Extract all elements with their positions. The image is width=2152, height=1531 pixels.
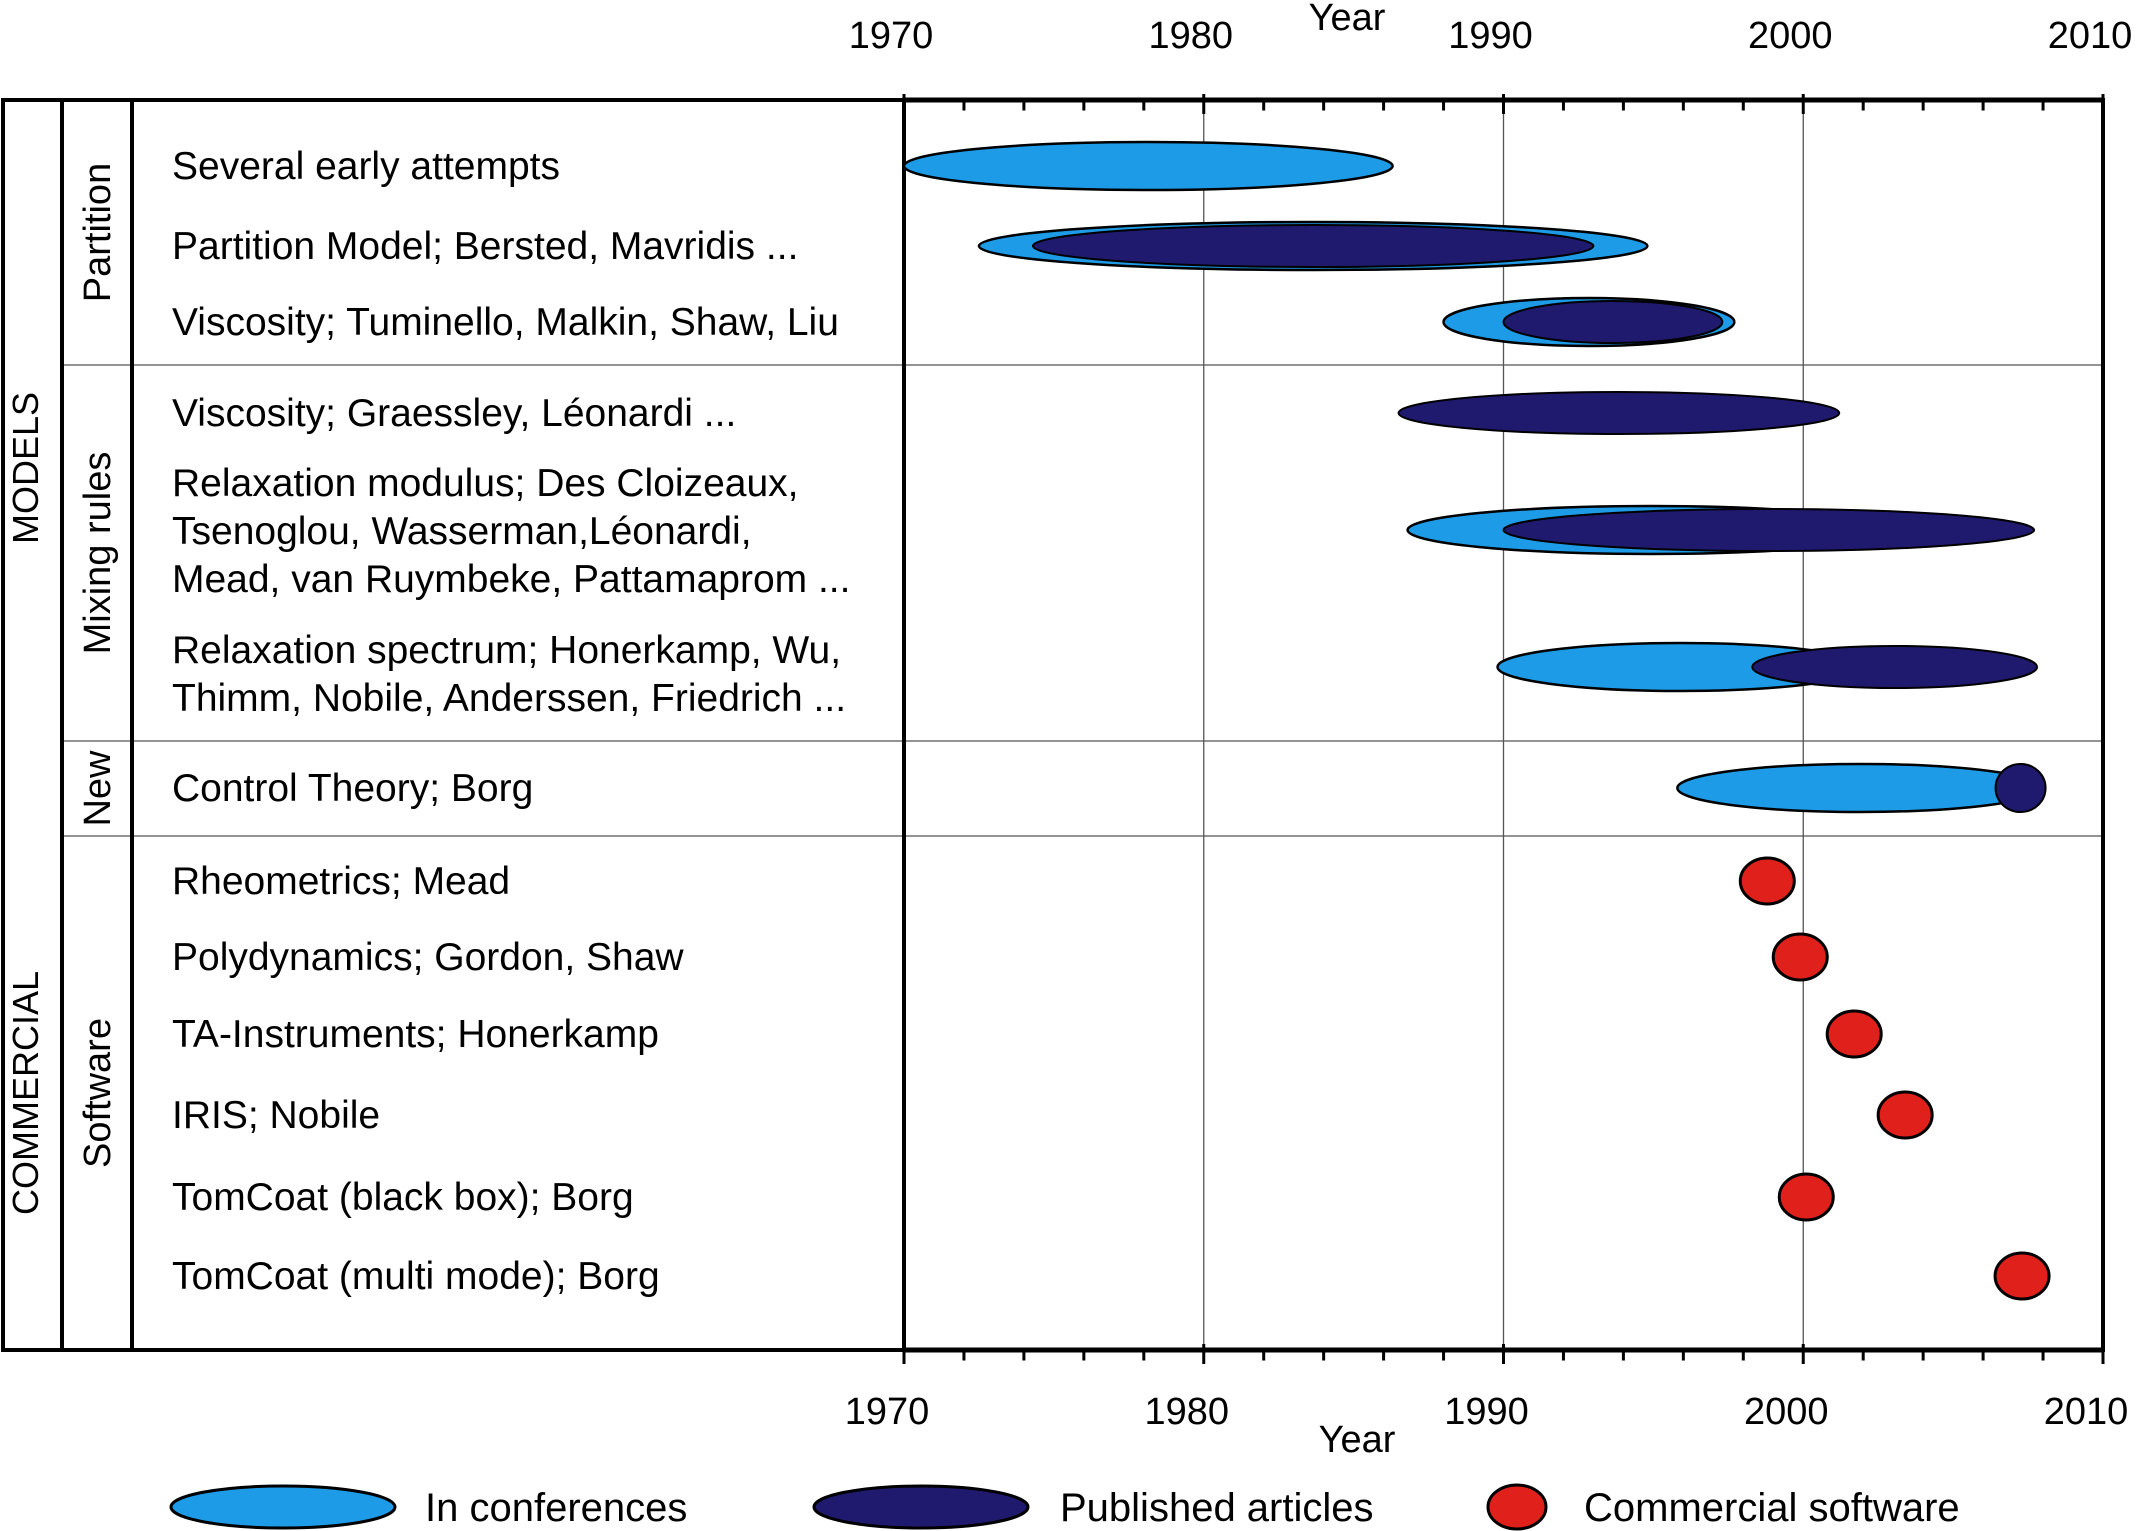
row-label: TA-Instruments; Honerkamp (172, 1013, 659, 1056)
category-label: New (77, 750, 119, 827)
software-marker (1777, 1172, 1835, 1222)
software-marker (1876, 1090, 1934, 1140)
bottom-tick-label: 1970 (845, 1391, 930, 1433)
conference-bar (902, 140, 1394, 192)
row-label: Relaxation spectrum; Honerkamp, Wu, (172, 629, 841, 672)
row-label: Several early attempts (172, 145, 560, 188)
frame-layer (1, 97, 2105, 1353)
conference-bar (1676, 762, 2045, 814)
axis-layer: 1970 1970 1980 1980 1990 1990 2000 2000 2010 2010… (845, 0, 2133, 1461)
top-tick-label: 2000 (1748, 15, 1833, 57)
top-tick-label: 1990 (1448, 15, 1533, 57)
legend-swatch-article (812, 1484, 1030, 1530)
outer-frame (1, 98, 2105, 1352)
article-bar (1502, 508, 2036, 552)
row-label: Control Theory; Borg (172, 767, 533, 810)
bottom-tick-label: 1980 (1144, 1391, 1229, 1433)
article-bar (1751, 645, 2039, 689)
legend-swatch-software (1486, 1483, 1548, 1531)
software-marker (1738, 856, 1796, 906)
row-label: Polydynamics; Gordon, Shaw (172, 936, 684, 979)
legend-label-article: Published articles (1060, 1486, 1374, 1530)
row-label: Thimm, Nobile, Anderssen, Friedrich ... (172, 677, 846, 720)
row-label: Mead, van Ruymbeke, Pattamaprom ... (172, 558, 850, 601)
category-label: Mixing rules (77, 452, 119, 655)
row-label: Viscosity; Graessley, Léonardi ... (172, 392, 736, 435)
article-bar (1994, 763, 2047, 813)
top-tick-label: 1980 (1148, 15, 1233, 57)
article-bar (1502, 300, 1724, 344)
top-axis-title: Year (1309, 0, 1386, 39)
row-label: Relaxation modulus; Des Cloizeaux, (172, 462, 798, 505)
article-bar (1397, 391, 1841, 435)
bottom-axis-title: Year (1319, 1419, 1396, 1461)
label-layer: MODELS COMMERCIAL Partition Mixing rules New… (5, 145, 850, 1298)
legend-label-conference: In conferences (425, 1486, 687, 1530)
row-label: Viscosity; Tuminello, Malkin, Shaw, Liu (172, 301, 839, 344)
row-label: TomCoat (black box); Borg (172, 1176, 634, 1219)
software-marker (1825, 1009, 1883, 1059)
software-marker (1771, 932, 1829, 982)
legend-label-software: Commercial software (1584, 1486, 1960, 1530)
side-group-label: MODELS (5, 392, 46, 544)
bottom-tick-label: 2010 (2044, 1391, 2129, 1433)
row-label: Rheometrics; Mead (172, 860, 510, 903)
category-label: Software (77, 1018, 119, 1168)
top-tick-label: 1970 (849, 15, 934, 57)
top-tick-label: 2010 (2048, 15, 2133, 57)
row-label: Tsenoglou, Wasserman,Léonardi, (172, 510, 752, 553)
row-label: TomCoat (multi mode); Borg (172, 1255, 660, 1298)
bottom-tick-label: 1990 (1444, 1391, 1529, 1433)
row-label: Partition Model; Bersted, Mavridis ... (172, 225, 798, 268)
mark-layer (902, 140, 2051, 1301)
category-label: Partition (77, 163, 119, 302)
legend-layer: In conferences Published articles Commerci… (169, 1483, 1960, 1531)
grid-layer (62, 100, 2103, 1350)
software-marker (1993, 1251, 2051, 1301)
side-group-label: COMMERCIAL (5, 971, 46, 1215)
legend-swatch-conference (169, 1484, 397, 1530)
row-label: IRIS; Nobile (172, 1094, 380, 1137)
bottom-tick-label: 2000 (1744, 1391, 1829, 1433)
article-bar (1031, 224, 1595, 268)
